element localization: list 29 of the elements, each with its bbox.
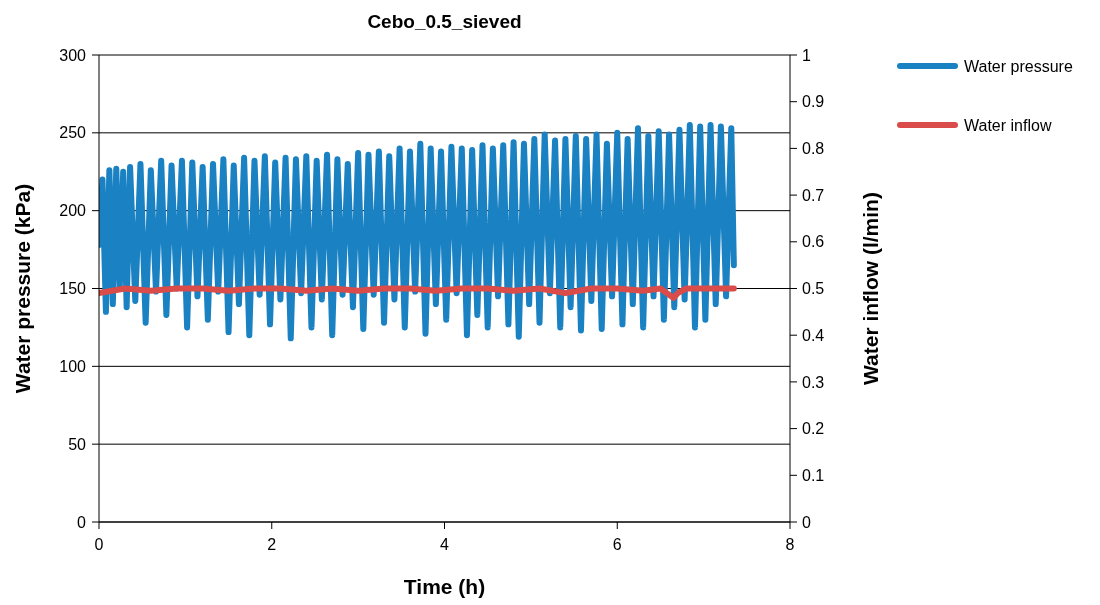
y-tick-label: 250 — [59, 124, 87, 142]
y2-tick-label: 0.3 — [802, 373, 825, 391]
y-axis-title: Water pressure (kPa) — [11, 183, 34, 394]
x-tick-label: 6 — [612, 536, 622, 553]
chart-title: Cebo_0.5_sieved — [367, 11, 522, 32]
y2-tick-label: 0.9 — [802, 93, 825, 111]
y2-tick-label: 0.6 — [802, 233, 825, 251]
legend-label: Water pressure — [964, 57, 1073, 75]
legend-label: Water inflow — [964, 116, 1052, 134]
y2-tick-label: 1 — [802, 46, 811, 64]
y2-tick-label: 0 — [802, 513, 811, 531]
y-tick-label: 100 — [59, 357, 87, 375]
y2-axis-title: Water inflow (l/min) — [859, 192, 882, 385]
y2-tick-label: 0.7 — [802, 186, 825, 204]
y2-tick-label: 0.1 — [802, 466, 825, 484]
y-tick-label: 0 — [77, 513, 87, 531]
y-tick-label: 200 — [59, 202, 87, 220]
y2-tick-label: 0.2 — [802, 420, 825, 438]
y-tick-label: 150 — [59, 280, 87, 298]
x-tick-label: 4 — [440, 536, 450, 553]
y2-tick-label: 0.8 — [802, 140, 825, 157]
y2-tick-label: 0.4 — [802, 326, 825, 344]
y-tick-label: 300 — [59, 46, 87, 64]
x-tick-label: 2 — [267, 536, 277, 553]
y2-tick-label: 0.5 — [802, 280, 825, 298]
x-tick-label: 0 — [94, 536, 104, 553]
y-tick-label: 50 — [68, 435, 87, 453]
x-tick-label: 8 — [785, 536, 795, 553]
x-axis-title: Time (h) — [403, 575, 486, 598]
